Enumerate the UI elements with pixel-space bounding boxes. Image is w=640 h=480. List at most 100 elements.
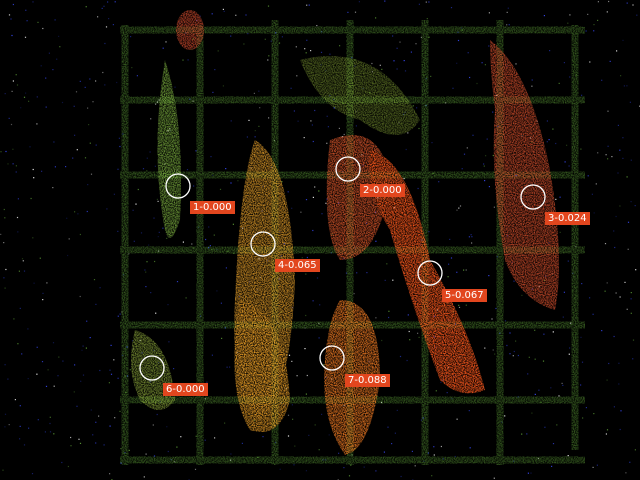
- noise-dot: [12, 148, 14, 150]
- noise-dot: [396, 47, 398, 49]
- noise-dot: [25, 92, 27, 94]
- noise-dot: [31, 473, 34, 475]
- marker-label-2: 2-0.000: [360, 184, 405, 197]
- noise-dot: [617, 124, 619, 126]
- noise-dot: [67, 465, 69, 468]
- marker-circle-5[interactable]: [417, 260, 443, 286]
- marker-circle-7[interactable]: [319, 345, 345, 371]
- noise-dot: [97, 16, 99, 18]
- marker-circle-4[interactable]: [250, 231, 276, 257]
- noise-dot: [488, 45, 490, 47]
- noise-dot: [488, 275, 490, 277]
- noise-dot: [491, 318, 493, 320]
- noise-dot: [194, 468, 197, 470]
- noise-dot: [167, 304, 169, 306]
- noise-dot: [558, 82, 560, 84]
- noise-dot: [12, 3, 14, 6]
- noise-dot: [10, 123, 13, 126]
- noise-dot: [58, 356, 60, 358]
- noise-dot: [506, 344, 508, 347]
- noise-dot: [68, 238, 70, 240]
- noise-dot: [117, 230, 119, 232]
- noise-dot: [32, 1, 34, 3]
- noise-dot: [199, 15, 201, 17]
- noise-dot: [306, 4, 308, 6]
- noise-dot: [221, 337, 223, 339]
- noise-dot: [608, 362, 610, 365]
- noise-dot: [409, 339, 411, 341]
- noise-dot: [328, 434, 330, 436]
- noise-dot: [187, 59, 189, 61]
- noise-dot: [157, 200, 159, 202]
- noise-dot: [507, 7, 509, 9]
- noise-dot: [325, 202, 327, 204]
- noise-dot: [98, 415, 100, 417]
- marker-circle-1[interactable]: [165, 173, 191, 199]
- noise-dot: [204, 439, 206, 441]
- noise-dot: [467, 52, 469, 54]
- noise-dot: [438, 181, 440, 183]
- noise-dot: [292, 418, 294, 420]
- noise-dot: [493, 206, 495, 208]
- marker-label-3: 3-0.024: [545, 212, 590, 225]
- noise-dot: [551, 465, 553, 467]
- noise-dot: [18, 270, 20, 272]
- noise-dot: [556, 424, 558, 426]
- marker-circle-3[interactable]: [520, 184, 546, 210]
- noise-dot: [65, 166, 67, 168]
- noise-dot: [534, 358, 536, 360]
- noise-dot: [117, 315, 119, 317]
- noise-dot: [488, 186, 490, 188]
- noise-dot: [148, 244, 150, 246]
- noise-dot: [81, 349, 83, 351]
- noise-dot: [287, 414, 290, 416]
- noise-dot: [278, 42, 281, 44]
- noise-dot: [430, 75, 432, 77]
- noise-dot: [630, 292, 632, 294]
- noise-dot: [509, 353, 511, 355]
- noise-dot: [77, 213, 79, 215]
- noise-dot: [327, 126, 329, 128]
- noise-dot: [428, 36, 430, 38]
- noise-dot: [79, 233, 81, 236]
- noise-dot: [306, 374, 308, 377]
- noise-dot: [316, 25, 318, 27]
- noise-dot: [567, 22, 569, 24]
- noise-dot: [622, 137, 624, 139]
- noise-dot: [208, 226, 210, 228]
- noise-dot: [492, 111, 494, 113]
- noise-dot: [484, 347, 486, 349]
- noise-dot: [7, 378, 9, 380]
- noise-dot: [230, 120, 232, 122]
- marker-label-6: 6-0.000: [163, 383, 208, 396]
- noise-dot: [607, 110, 609, 112]
- marker-circle-2[interactable]: [335, 156, 361, 182]
- noise-dot: [305, 393, 307, 395]
- noise-dot: [88, 124, 90, 126]
- noise-dot: [627, 248, 629, 250]
- noise-dot: [230, 182, 232, 184]
- noise-dot: [587, 175, 589, 177]
- noise-dot: [358, 1, 360, 3]
- noise-dot: [191, 243, 193, 245]
- noise-dot: [616, 50, 618, 52]
- noise-dot: [104, 42, 106, 45]
- noise-dot: [157, 236, 159, 238]
- noise-dot: [301, 257, 303, 259]
- noise-dot: [468, 410, 470, 412]
- noise-dot: [412, 105, 414, 107]
- noise-dot: [106, 208, 108, 210]
- noise-dot: [321, 413, 323, 415]
- noise-dot: [615, 215, 617, 218]
- noise-dot: [597, 19, 599, 21]
- noise-dot: [581, 283, 583, 285]
- noise-dot: [456, 418, 458, 420]
- noise-dot: [25, 9, 27, 11]
- noise-dot: [4, 217, 6, 219]
- noise-dot: [456, 271, 458, 273]
- noise-dot: [73, 105, 75, 107]
- marker-circle-6[interactable]: [139, 355, 165, 381]
- noise-dot: [146, 261, 148, 263]
- noise-dot: [512, 355, 514, 357]
